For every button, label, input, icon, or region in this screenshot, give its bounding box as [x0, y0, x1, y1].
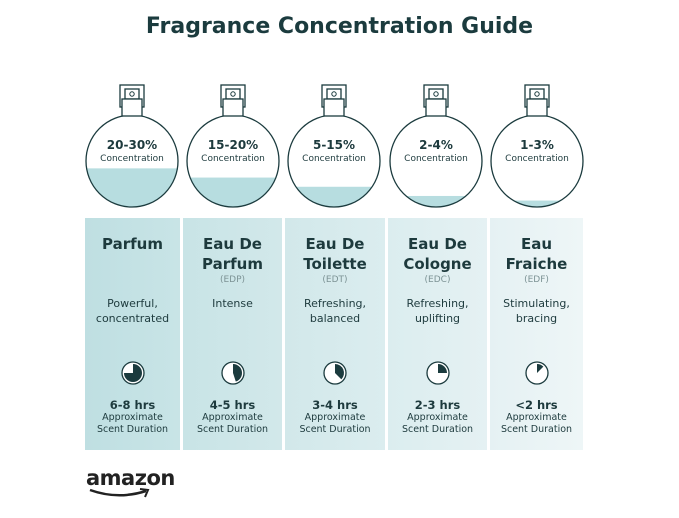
name-line: Eau De — [305, 235, 365, 253]
name-line: Fraiche — [505, 255, 568, 273]
amazon-logo: amazon — [86, 466, 175, 498]
duration-value: 6-8 hrs — [109, 398, 156, 412]
duration-value: 4-5 hrs — [209, 398, 256, 412]
timer-icon — [120, 361, 145, 385]
desc-line: Intense — [212, 297, 253, 310]
timer-icon — [425, 361, 450, 385]
duration-label: Approximate Scent Duration — [490, 412, 583, 436]
bottle-1: 20-30% Concentration — [82, 84, 182, 212]
desc-line: balanced — [309, 312, 361, 325]
description: Refreshing, balanced — [285, 296, 385, 326]
duration-label-line: Scent Duration — [96, 424, 169, 435]
fragrance-column: Eau Fraiche (EDF) Stimulating, bracing <2 … — [490, 218, 583, 450]
smile-arrow-icon — [89, 488, 150, 498]
desc-line: concentrated — [95, 312, 170, 325]
description: Intense — [183, 296, 282, 311]
duration-label-line: Scent Duration — [401, 424, 474, 435]
concentration-value: 1-3% — [520, 138, 554, 152]
concentration-value: 15-20% — [207, 138, 259, 152]
perfume-bottle-icon — [186, 84, 280, 208]
bottle-2: 15-20% Concentration — [183, 84, 283, 212]
perfume-bottle-icon — [490, 84, 584, 208]
timer-fill — [437, 364, 447, 373]
fragrance-name: Eau Fraiche — [490, 234, 583, 274]
timer-fill — [335, 364, 344, 380]
liquid-fill — [491, 200, 583, 207]
timer-fill — [232, 364, 242, 382]
liquid-fill — [187, 177, 279, 207]
abbreviation: (EDC) — [424, 275, 451, 285]
desc-line: Refreshing, — [406, 297, 469, 310]
bottle-5: 1-3% Concentration — [487, 84, 587, 212]
perfume-bottle-icon — [287, 84, 381, 208]
abbreviation: (EDT) — [322, 275, 348, 285]
fragrance-column: Eau De Toilette (EDT) Refreshing, balanced… — [285, 218, 385, 450]
bottle-3: 5-15% Concentration — [284, 84, 384, 212]
concentration-value: 2-4% — [419, 138, 453, 152]
concentration-label: Concentration — [100, 154, 164, 164]
liquid-fill — [390, 195, 482, 207]
fragrance-name: Eau De Toilette — [285, 234, 385, 274]
fragrance-name: Parfum — [85, 234, 180, 254]
name-line: Eau De — [408, 235, 467, 253]
desc-line: Powerful, — [107, 297, 158, 310]
perfume-bottle-icon — [389, 84, 483, 208]
description: Powerful, concentrated — [85, 296, 180, 326]
liquid-fill — [86, 168, 178, 207]
concentration-value: 5-15% — [312, 138, 356, 152]
timer-icon — [220, 361, 245, 385]
page-title: Fragrance Concentration Guide — [145, 14, 534, 39]
timer-fill — [123, 364, 142, 382]
desc-line: bracing — [515, 312, 558, 325]
fragrance-column: Eau De Parfum (EDP) Intense 4-5 hrs Appro… — [183, 218, 282, 450]
duration-value: 2-3 hrs — [414, 398, 461, 412]
perfume-bottle-icon — [85, 84, 179, 208]
name-line: Toilette — [303, 255, 367, 273]
desc-line: uplifting — [414, 312, 461, 325]
name-line: Eau De — [203, 235, 262, 253]
concentration-label: Concentration — [404, 154, 468, 164]
description: Stimulating, bracing — [490, 296, 583, 326]
duration-label: Approximate Scent Duration — [85, 412, 180, 436]
abbreviation: (EDF) — [524, 275, 549, 285]
timer-fill — [536, 364, 543, 373]
fragrance-name: Eau De Parfum — [183, 234, 282, 274]
duration-value: 3-4 hrs — [312, 398, 358, 412]
duration-label: Approximate Scent Duration — [285, 412, 385, 436]
liquid-fill — [288, 186, 380, 207]
duration-label-line: Approximate — [407, 412, 468, 423]
fragrance-name: Eau De Cologne — [388, 234, 487, 274]
concentration-value: 20-30% — [106, 138, 158, 152]
concentration-label: Concentration — [505, 154, 569, 164]
duration-label: Approximate Scent Duration — [183, 412, 282, 436]
timer-icon — [524, 361, 549, 385]
duration-label: Approximate Scent Duration — [388, 412, 487, 436]
bottle-4: 2-4% Concentration — [386, 84, 486, 212]
name-line: Parfum — [102, 235, 163, 253]
duration-value: <2 hrs — [515, 398, 558, 412]
name-line: Eau — [520, 235, 553, 253]
desc-line: Refreshing, — [303, 297, 367, 310]
description: Refreshing, uplifting — [388, 296, 487, 326]
name-line: Parfum — [202, 255, 263, 273]
duration-label-line: Approximate — [304, 412, 366, 423]
duration-label-line: Approximate — [506, 412, 567, 423]
fragrance-column: Eau De Cologne (EDC) Refreshing, uplifting… — [388, 218, 487, 450]
fragrance-column: Parfum Powerful, concentrated 6-8 hrs App… — [85, 218, 180, 450]
desc-line: Stimulating, — [503, 297, 570, 310]
concentration-label: Concentration — [302, 154, 366, 164]
duration-label-line: Approximate — [102, 412, 163, 423]
concentration-label: Concentration — [201, 154, 265, 164]
duration-label-line: Scent Duration — [500, 424, 573, 435]
duration-label-line: Scent Duration — [196, 424, 269, 435]
duration-label-line: Scent Duration — [299, 424, 371, 435]
timer-icon — [323, 361, 347, 385]
duration-label-line: Approximate — [202, 412, 263, 423]
name-line: Cologne — [403, 255, 472, 273]
abbreviation: (EDP) — [219, 275, 246, 285]
logo-text: amazon — [86, 466, 175, 490]
